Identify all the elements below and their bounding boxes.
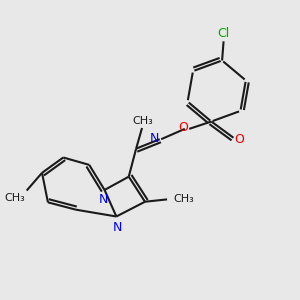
- Text: O: O: [178, 121, 188, 134]
- Text: O: O: [234, 133, 244, 146]
- Text: CH₃: CH₃: [174, 194, 194, 204]
- Text: N: N: [112, 220, 122, 234]
- Text: N: N: [149, 131, 159, 145]
- Text: CH₃: CH₃: [4, 194, 25, 203]
- Text: Cl: Cl: [218, 27, 230, 40]
- Text: N: N: [98, 194, 108, 206]
- Text: CH₃: CH₃: [132, 116, 153, 126]
